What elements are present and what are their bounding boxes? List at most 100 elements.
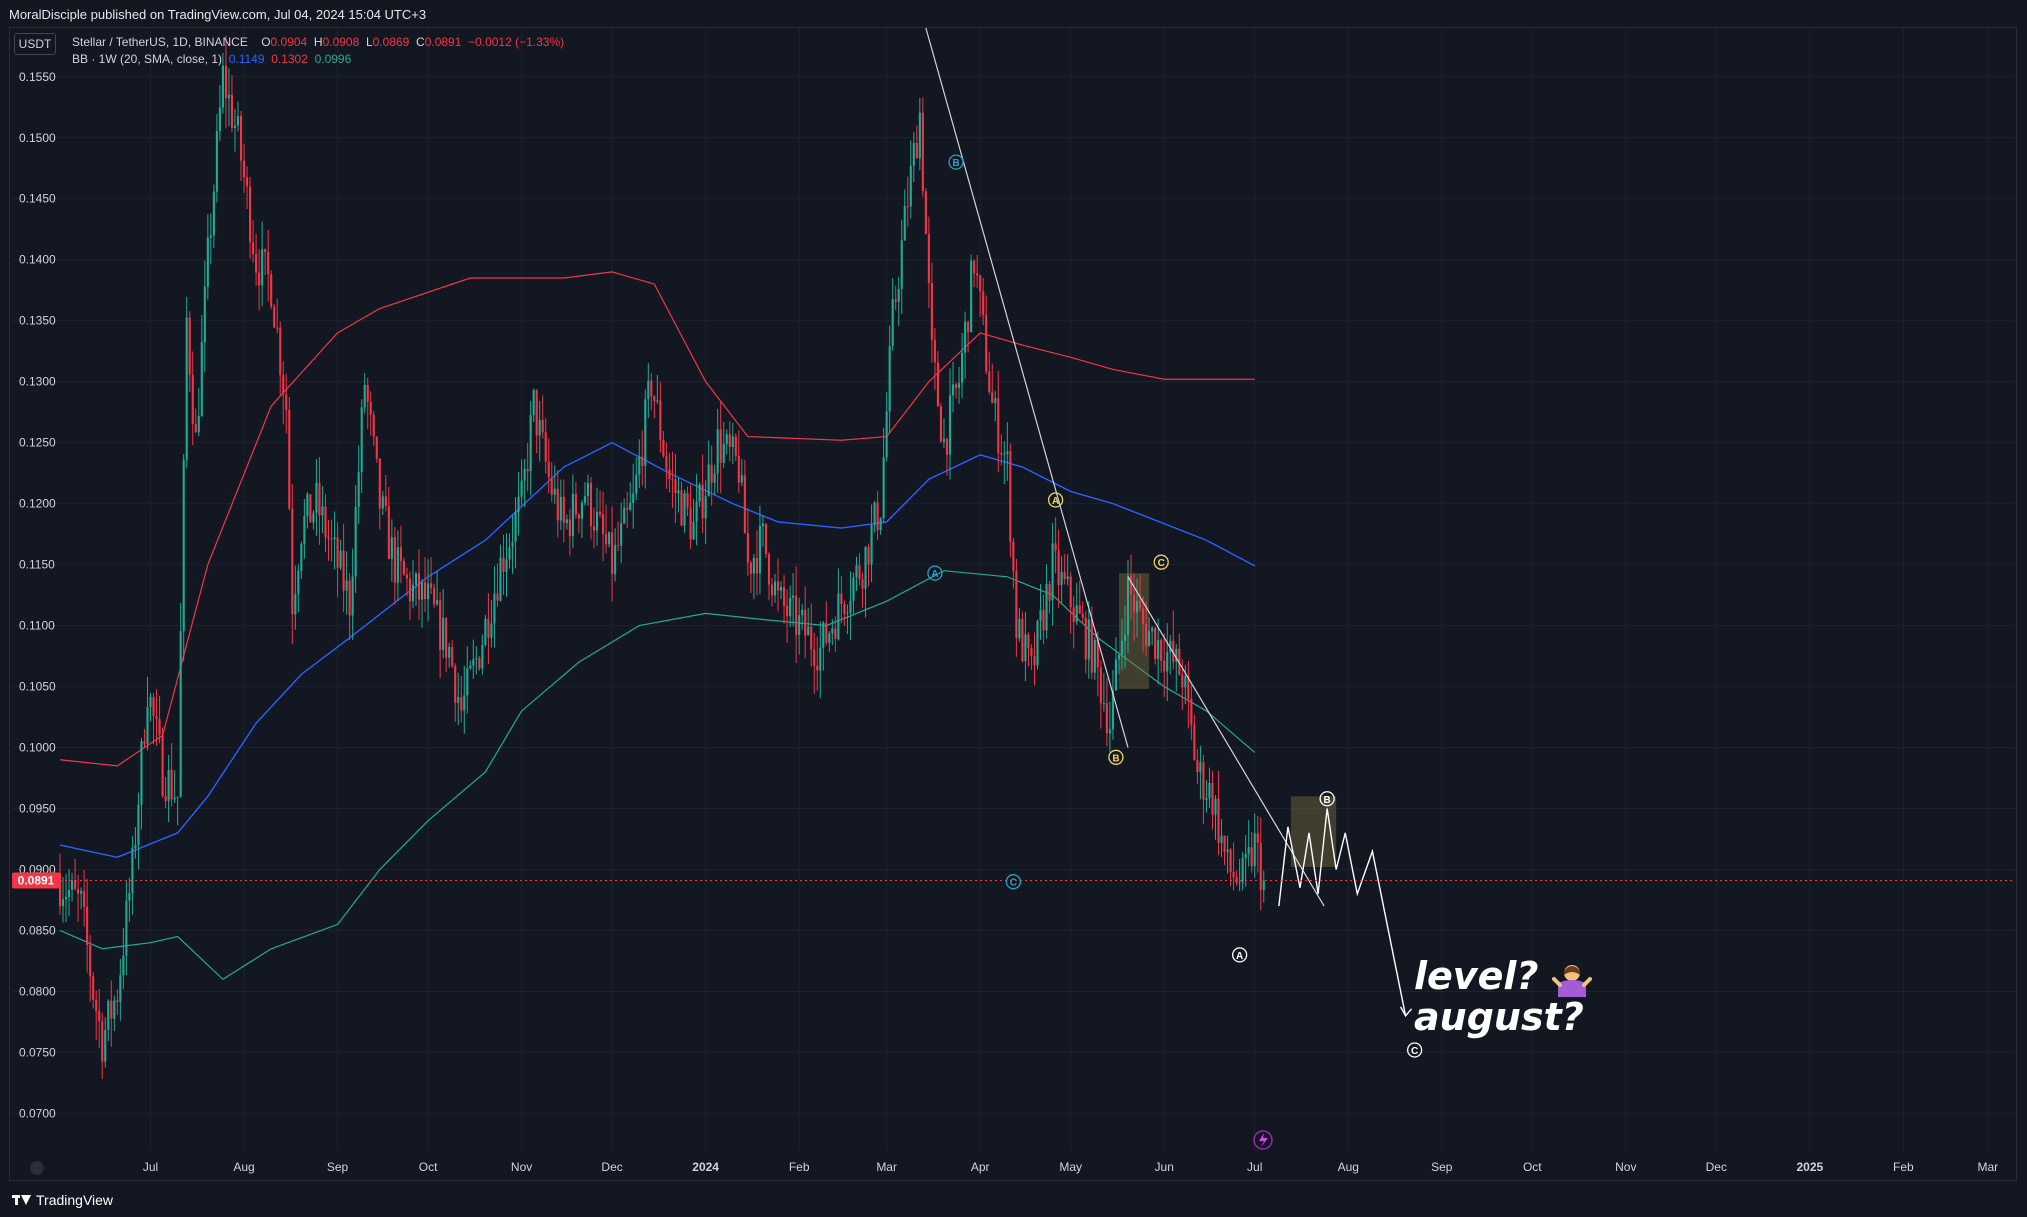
candle-body (776, 581, 780, 591)
candle-body (1069, 576, 1072, 608)
candle-body (408, 578, 412, 602)
candle-body (89, 944, 92, 977)
candle-body (1009, 451, 1012, 542)
candle-body (140, 741, 143, 805)
candle-body (1250, 847, 1253, 867)
wave-label: C (1010, 878, 1017, 889)
candle-body (876, 502, 879, 531)
candle-body (1078, 605, 1081, 614)
candle-body (749, 562, 752, 574)
bb-label[interactable]: BB · 1W (20, SMA, close, 1) (72, 52, 223, 66)
close-value: 0.0891 (424, 35, 462, 49)
wave-label: C (1158, 558, 1165, 569)
brand-name: TradingView (36, 1192, 114, 1208)
candle-body (1175, 648, 1178, 662)
candle-body (789, 597, 792, 617)
candle-body (852, 577, 855, 601)
candle-body (556, 488, 559, 521)
candle-body (1247, 847, 1250, 854)
candle-body (173, 797, 176, 800)
candle-body (722, 443, 725, 463)
candle-body (891, 299, 894, 347)
candle-body (113, 1000, 116, 1019)
candle-body (985, 314, 988, 372)
candle-body (149, 697, 152, 708)
candle-body (399, 547, 402, 561)
candle-body (942, 438, 946, 442)
candle-body (617, 544, 620, 546)
wave-label-circle (948, 154, 964, 170)
candle-body (677, 490, 680, 494)
candle-body (665, 455, 668, 470)
high-value: 0.0908 (322, 35, 360, 49)
candle-body (1093, 639, 1096, 673)
wave-label: A (931, 569, 938, 580)
candle-body (740, 475, 743, 483)
x-tick-label: Feb (789, 1160, 810, 1174)
x-tick-label: Aug (233, 1160, 254, 1174)
candle-body (1030, 648, 1033, 657)
candle-body (961, 352, 964, 383)
candle-body (1105, 703, 1108, 734)
candle-body (885, 411, 888, 458)
candle-body (873, 502, 876, 526)
candle-body (170, 769, 173, 800)
candle-body (1039, 609, 1042, 621)
candle-body (921, 112, 924, 192)
candle-body (58, 881, 62, 907)
candle-body (1126, 575, 1130, 636)
candle-body (909, 165, 912, 207)
symbol-name[interactable]: Stellar / TetherUS, 1D, BINANCE (72, 35, 248, 49)
candle-body (849, 600, 852, 613)
candle-body (1048, 584, 1051, 601)
candle-body (1051, 543, 1054, 601)
zone-box (1290, 796, 1337, 868)
candle-body (104, 1030, 107, 1062)
y-tick-label: 0.0850 (19, 923, 56, 937)
projection-path (1278, 808, 1407, 1016)
candle-body (273, 306, 276, 328)
candle-body (746, 533, 749, 563)
tradingview-brand[interactable]: TradingView (12, 1192, 113, 1208)
candle-body (360, 407, 363, 473)
candle-body (511, 541, 514, 548)
candle-body (816, 665, 819, 671)
candle-body (1178, 648, 1181, 675)
y-tick-label: 0.1400 (19, 253, 56, 267)
candle-body (236, 116, 240, 126)
candle-body (562, 496, 565, 524)
wave-label: A (1052, 496, 1059, 507)
candle-body (967, 321, 970, 333)
symbol-legend: Stellar / TetherUS, 1D, BINANCE O0.0904 … (72, 35, 564, 49)
x-tick-label: Apr (971, 1160, 990, 1174)
candle-body (550, 477, 553, 495)
candle-body (997, 398, 1000, 454)
wave-label-circle (1005, 874, 1022, 890)
candle-body (1081, 613, 1084, 618)
candle-body (574, 494, 577, 515)
candle-body (1096, 639, 1099, 668)
candle-body (580, 502, 583, 519)
currency-badge[interactable]: USDT (14, 33, 56, 55)
close-label: C (416, 35, 425, 49)
candle-body (761, 523, 765, 527)
candle-body (565, 519, 568, 524)
x-tick-label: 2024 (692, 1160, 719, 1174)
candle-body (939, 406, 943, 442)
candle-body (583, 496, 587, 503)
candle-body (454, 666, 457, 703)
y-tick-label: 0.1450 (19, 192, 56, 206)
candle-body (1187, 676, 1190, 699)
candle-body (807, 626, 810, 636)
candle-body (185, 317, 188, 460)
candle-body (1232, 871, 1235, 878)
candle-body (167, 769, 170, 802)
bb-lower-line (59, 570, 1256, 981)
candle-body (737, 455, 740, 483)
candle-body (1045, 584, 1048, 631)
candle-body (1066, 576, 1069, 580)
candle-body (801, 609, 804, 616)
candle-body (517, 496, 520, 513)
wave-label: B (1324, 795, 1331, 806)
